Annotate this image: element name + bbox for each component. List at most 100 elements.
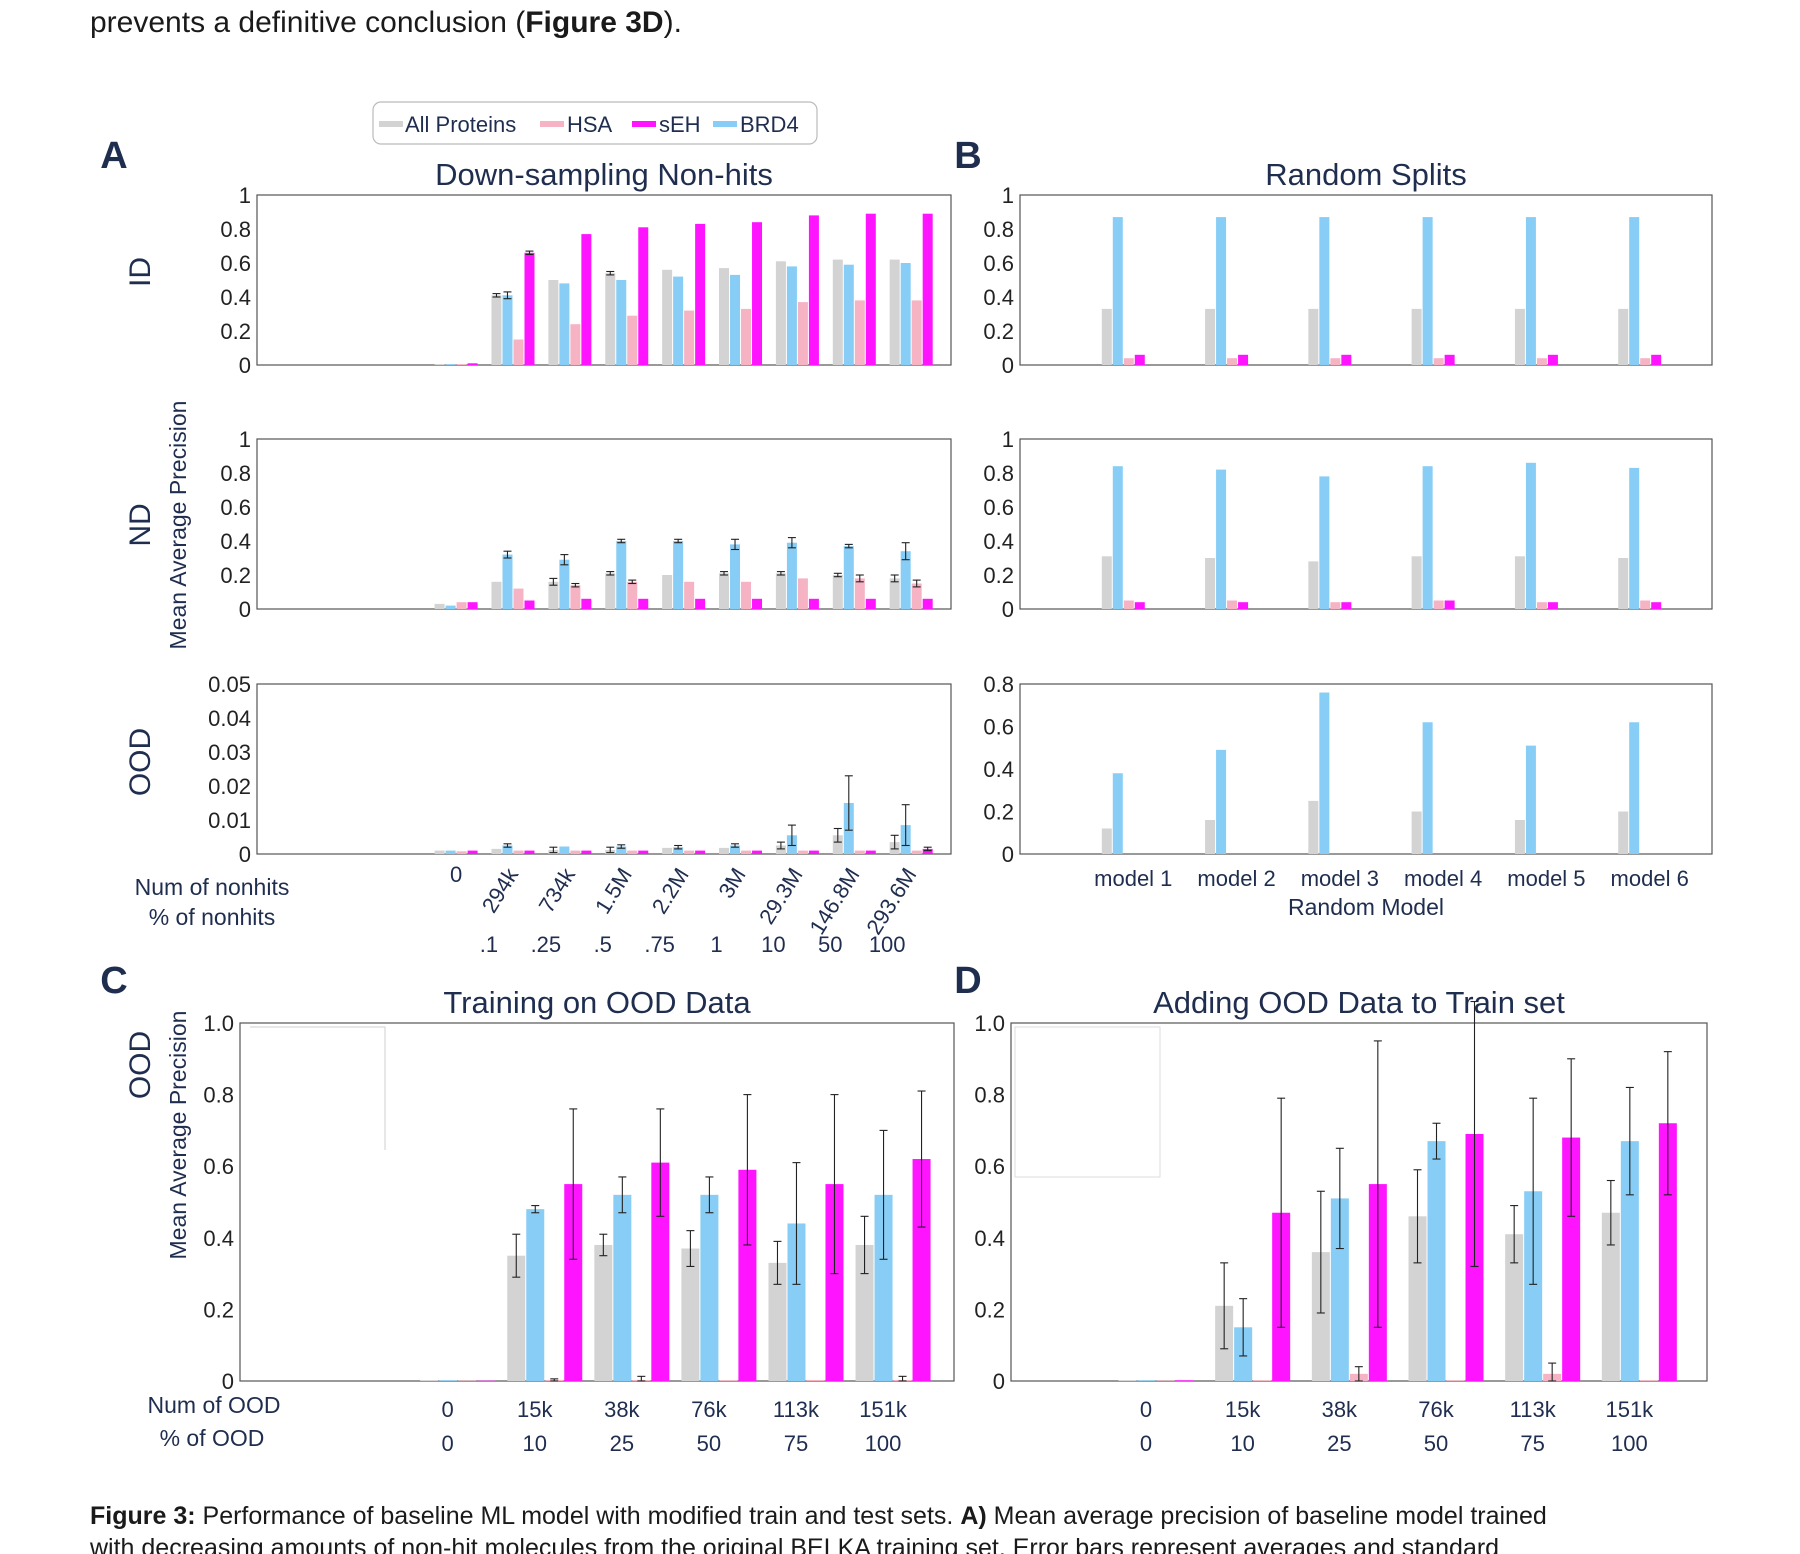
panel-letter: D <box>954 960 981 1002</box>
bar-seh <box>468 363 478 365</box>
bar-all-proteins <box>719 268 729 365</box>
y-tick-label: 0.2 <box>983 563 1014 588</box>
bar-brd4 <box>901 263 911 365</box>
bar-hsa <box>1434 601 1444 610</box>
y-tick-label: 1 <box>1002 427 1014 452</box>
bar-brd4 <box>502 555 512 609</box>
bar-hsa <box>684 851 694 854</box>
panel-title-D: Adding OOD Data to Train set <box>1153 985 1565 1020</box>
bar-seh <box>1651 355 1661 365</box>
bar-all-proteins <box>548 582 558 609</box>
y-tick-label: 0.01 <box>208 808 251 833</box>
bar-hsa <box>798 578 808 609</box>
bar-hsa <box>855 578 865 609</box>
bar-seh <box>1135 602 1145 609</box>
y-tick-label: 0.2 <box>220 319 251 344</box>
y-tick-label: 1 <box>1002 183 1014 208</box>
x-tick-pct: 1 <box>710 932 722 957</box>
y-tick-label: 0 <box>222 1369 234 1394</box>
x-tick-pct: .5 <box>594 932 612 957</box>
bar-all-proteins <box>1205 309 1215 365</box>
bar-hsa <box>1447 1380 1465 1381</box>
bar-all-proteins <box>1119 1380 1137 1381</box>
bar-seh <box>1341 602 1351 609</box>
bar-all-proteins <box>719 848 729 854</box>
x-tick-pct: .25 <box>531 932 562 957</box>
bar-seh <box>581 234 591 365</box>
bar-hsa <box>457 364 467 365</box>
x-tick-pct-ood: 10 <box>1230 1431 1254 1456</box>
bar-brd4 <box>1319 476 1329 609</box>
panel-title-B-ID: Random Splits <box>1265 157 1467 192</box>
x-tick-pct-ood: 25 <box>610 1431 634 1456</box>
bar-all-proteins <box>662 848 672 854</box>
x-tick-num-ood: 15k <box>1225 1397 1261 1422</box>
x-tick-num-ood: 0 <box>1140 1397 1152 1422</box>
bar-hsa <box>1227 358 1237 365</box>
y-tick-label: 0.8 <box>974 1083 1005 1108</box>
bar-all-proteins <box>1102 556 1112 609</box>
bar-hsa <box>1124 601 1134 610</box>
bar-hsa <box>1537 602 1547 609</box>
bar-seh <box>752 222 762 365</box>
bar-hsa <box>1253 1380 1271 1381</box>
y-tick-label: 0.6 <box>220 495 251 520</box>
bar-seh <box>695 599 705 609</box>
bar-all-proteins <box>1412 812 1422 855</box>
caption-label: Figure 3: <box>90 1502 196 1530</box>
plot-frame-B-ID <box>1020 195 1712 365</box>
y-tick-label: 0 <box>1002 842 1014 867</box>
bar-brd4 <box>1526 746 1536 854</box>
bar-all-proteins <box>548 280 558 365</box>
y-tick-label: 1.0 <box>974 1011 1005 1036</box>
y-tick-label: 0.2 <box>983 800 1014 825</box>
x-tick-pct-ood: 0 <box>1140 1431 1152 1456</box>
x-tick-model: model 1 <box>1094 866 1172 891</box>
bar-seh <box>1238 355 1248 365</box>
bar-all-proteins <box>491 295 501 365</box>
x-tick-nonhits: 293.6M <box>861 863 921 938</box>
bar-seh <box>866 851 876 854</box>
bar-brd4 <box>616 541 626 609</box>
bar-hsa <box>1537 358 1547 365</box>
bar-brd4 <box>526 1209 544 1381</box>
x-tick-pct-ood: 100 <box>865 1431 902 1456</box>
bar-hsa <box>570 585 580 609</box>
bar-all-proteins <box>435 851 445 854</box>
bar-seh <box>581 851 591 854</box>
legend-label: HSA <box>567 112 613 137</box>
bar-brd4 <box>446 606 456 609</box>
x-tick-num-ood: 0 <box>442 1397 454 1422</box>
x-axis-title-pct-ood: % of OOD <box>160 1425 265 1451</box>
bar-seh <box>1651 602 1661 609</box>
y-tick-label: 0.8 <box>203 1083 234 1108</box>
panel-letter: C <box>100 960 127 1002</box>
x-tick-nonhits: 1.5M <box>590 863 637 918</box>
bar-hsa <box>1330 358 1340 365</box>
x-tick-pct-ood: 0 <box>442 1431 454 1456</box>
y-tick-label: 0.8 <box>983 672 1014 697</box>
y-tick-label: 1 <box>239 183 251 208</box>
x-tick-model: model 3 <box>1301 866 1379 891</box>
x-tick-nonhits: 3M <box>713 863 750 902</box>
bar-brd4 <box>616 280 626 365</box>
y-tick-label: 0.4 <box>974 1226 1005 1251</box>
bar-brd4 <box>844 265 854 365</box>
y-tick-label: 0.05 <box>208 672 251 697</box>
bar-brd4 <box>1629 722 1639 854</box>
bar-brd4 <box>613 1195 631 1381</box>
bar-all-proteins <box>420 1380 438 1381</box>
panel-title-A-ID: Down-sampling Non-hits <box>435 157 773 192</box>
x-tick-pct-ood: 50 <box>697 1431 721 1456</box>
bar-hsa <box>798 851 808 854</box>
x-tick-pct: .1 <box>480 932 498 957</box>
caption-text-2: Mean average precision of baseline model… <box>987 1502 1547 1530</box>
y-tick-label: 0.8 <box>220 217 251 242</box>
bar-seh <box>1445 601 1455 610</box>
x-tick-model: model 5 <box>1507 866 1585 891</box>
empty-legend-box <box>250 1027 385 1150</box>
y-tick-label: 0.8 <box>983 461 1014 486</box>
bar-all-proteins <box>1308 801 1318 854</box>
caption-panel-ref: A) <box>960 1502 986 1530</box>
bar-seh <box>809 599 819 609</box>
